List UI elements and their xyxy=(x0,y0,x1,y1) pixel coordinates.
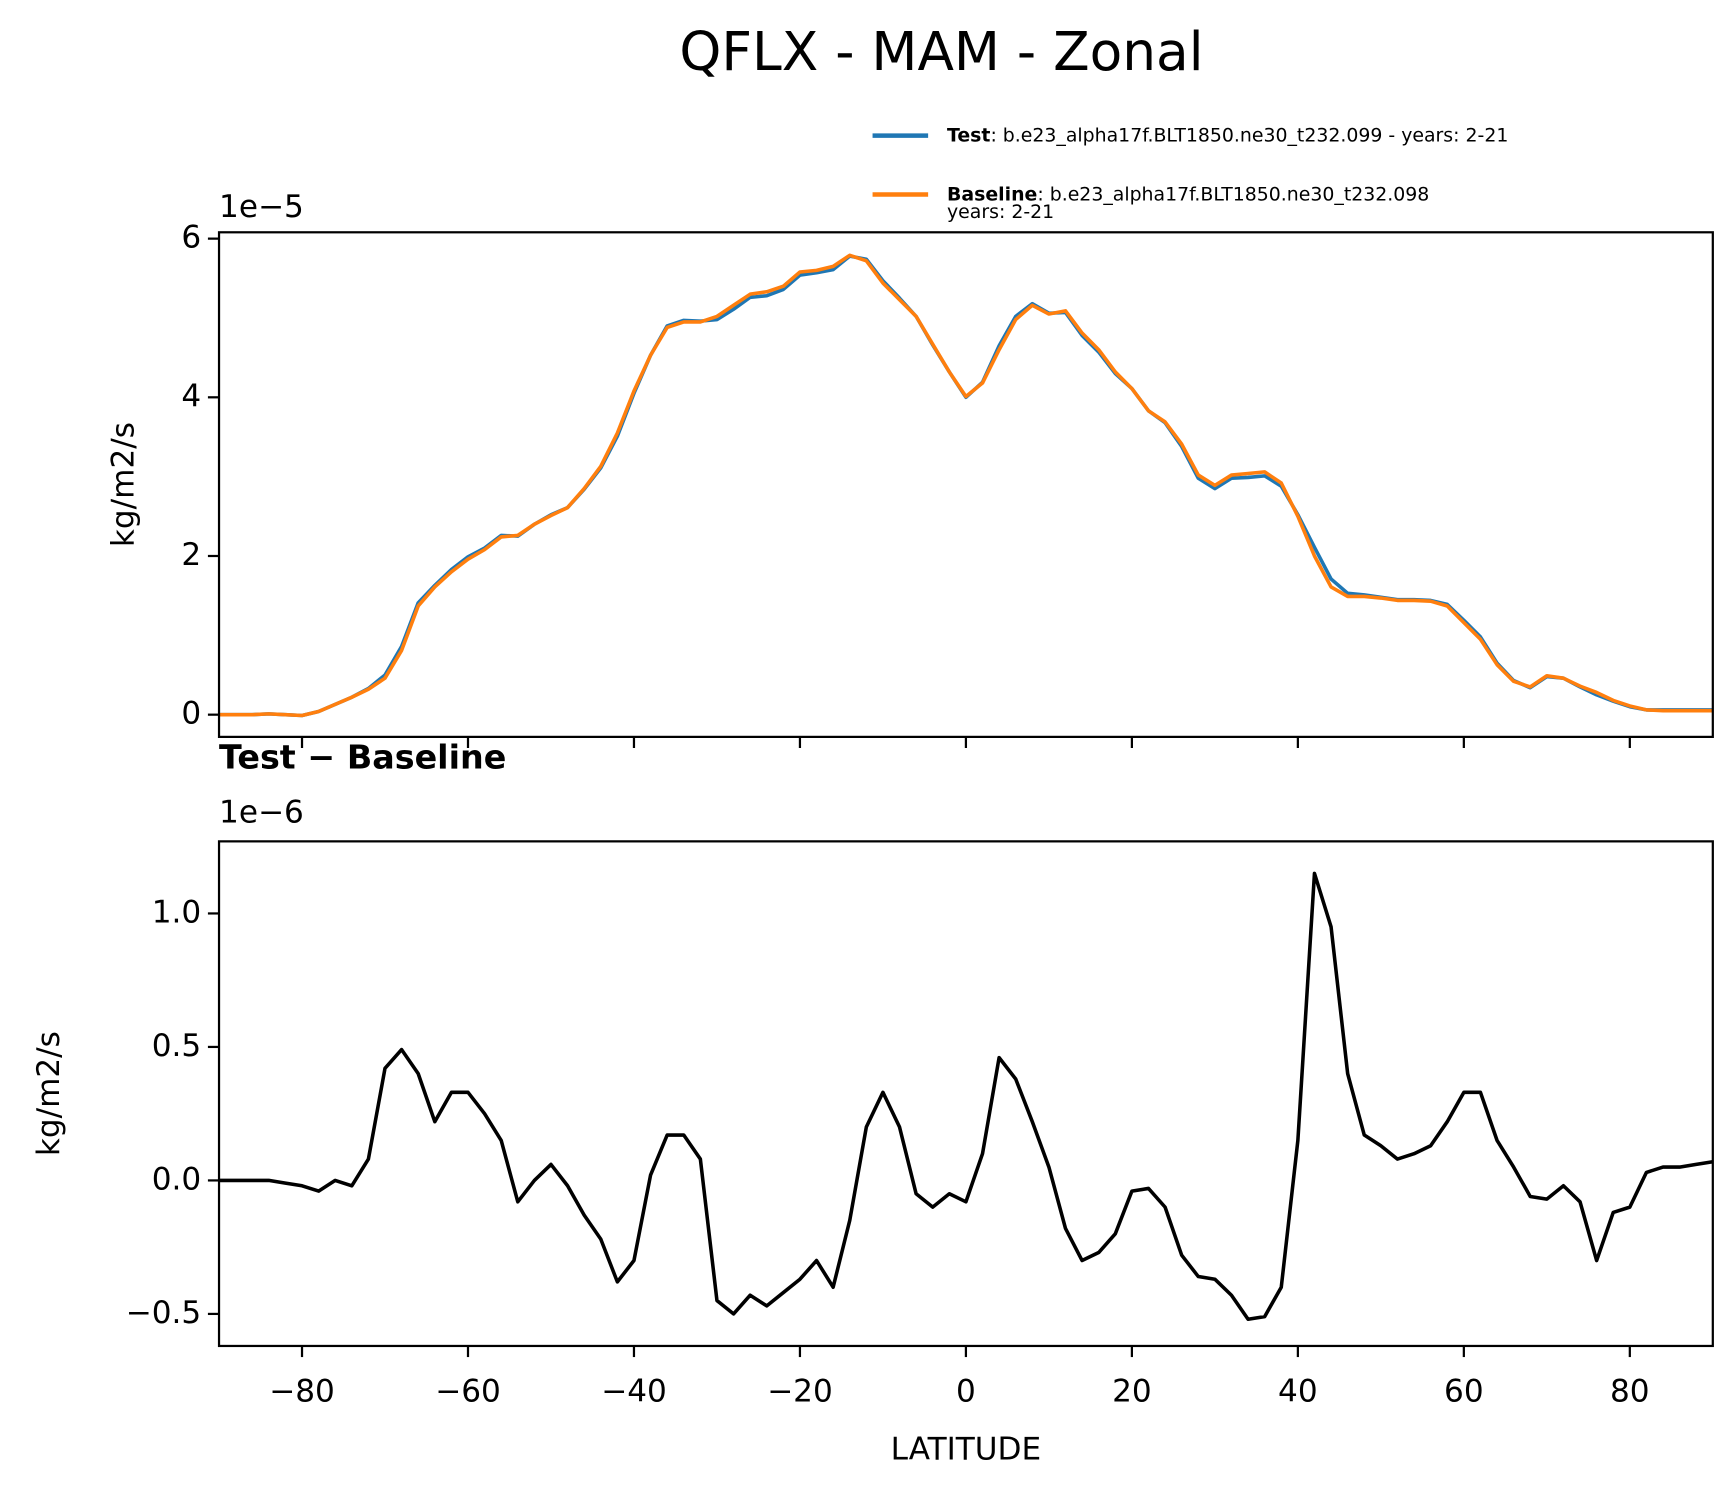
y-tick-label: 2 xyxy=(181,537,201,573)
axes-frame xyxy=(217,840,1714,1348)
y-tick-label: 0.5 xyxy=(152,1028,201,1064)
x-tick-label: 20 xyxy=(1112,1374,1152,1410)
offset-label: 1e−6 xyxy=(219,795,304,831)
y-tick-label: 1.0 xyxy=(152,894,201,930)
y-axis-label: kg/m2/s xyxy=(31,1031,67,1156)
legend-label: : b.e23_alpha17f.BLT1850.ne30_t232.099 -… xyxy=(990,124,1508,146)
series-line xyxy=(219,871,1714,1322)
x-tick-label: −80 xyxy=(269,1374,335,1410)
legend-name: Test xyxy=(947,124,990,146)
y-tick-label: 4 xyxy=(181,378,201,414)
x-tick-label: 40 xyxy=(1278,1374,1318,1410)
x-tick-label: 60 xyxy=(1444,1374,1484,1410)
x-tick-label: 0 xyxy=(956,1374,976,1410)
series-line xyxy=(219,253,1713,718)
x-tick-label: −60 xyxy=(435,1374,501,1410)
axes-frame xyxy=(217,231,1714,738)
y-tick-label: −0.5 xyxy=(126,1295,202,1331)
x-tick-label: −20 xyxy=(767,1374,833,1410)
legend-name: Baseline xyxy=(947,183,1037,205)
x-axis-label: LATITUDE xyxy=(891,1431,1041,1467)
y-tick-label: 6 xyxy=(181,220,201,256)
legend-entry: Test: b.e23_alpha17f.BLT1850.ne30_t232.0… xyxy=(947,124,1508,146)
offset-label: 1e−5 xyxy=(219,189,304,225)
y-tick-label: 0.0 xyxy=(152,1161,201,1197)
legend-label: years: 2-21 xyxy=(947,201,1054,223)
figure-title: QFLX - MAM - Zonal xyxy=(679,20,1203,83)
x-tick-label: −40 xyxy=(601,1374,667,1410)
x-tick-label: 80 xyxy=(1610,1374,1650,1410)
subplot-title: Test − Baseline xyxy=(219,738,506,777)
y-axis-label: kg/m2/s xyxy=(106,422,142,547)
legend-entry: Baseline: b.e23_alpha17f.BLT1850.ne30_t2… xyxy=(947,183,1429,205)
y-tick-label: 0 xyxy=(181,696,201,732)
legend-label: : b.e23_alpha17f.BLT1850.ne30_t232.098 xyxy=(1037,183,1429,205)
